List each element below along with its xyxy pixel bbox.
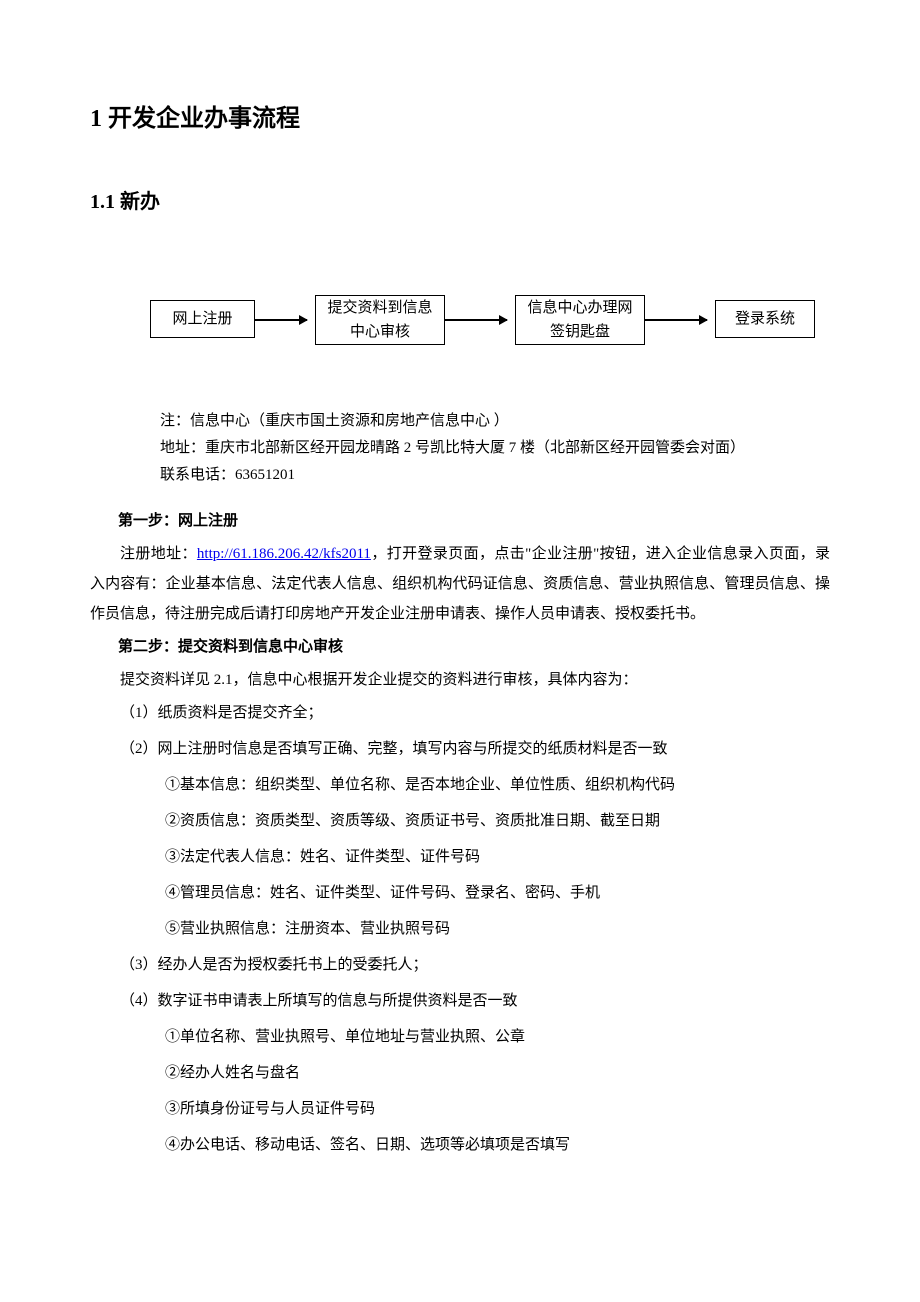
list-item: ②资质信息：资质类型、资质等级、资质证书号、资质批准日期、截至日期 (165, 803, 830, 839)
note-address: 地址：重庆市北部新区经开园龙晴路 2 号凯比特大厦 7 楼（北部新区经开园管委会… (160, 435, 830, 462)
list-item: （3）经办人是否为授权委托书上的受委托人； (120, 947, 830, 983)
flowchart: 网上注册 提交资料到信息中心审核 信息中心办理网签钥匙盘 登录系统 (130, 288, 830, 368)
list-item: （1）纸质资料是否提交齐全； (120, 695, 830, 731)
flow-arrow (645, 319, 707, 321)
registration-link[interactable]: http://61.186.206.42/kfs2011 (197, 546, 371, 562)
list-item: （4）数字证书申请表上所填写的信息与所提供资料是否一致 (120, 983, 830, 1019)
flow-arrow (445, 319, 507, 321)
flow-node-n2: 提交资料到信息中心审核 (315, 295, 445, 345)
list-item: ①基本信息：组织类型、单位名称、是否本地企业、单位性质、组织机构代码 (165, 767, 830, 803)
list-item: （2）网上注册时信息是否填写正确、完整，填写内容与所提交的纸质材料是否一致 (120, 731, 830, 767)
flow-node-n4: 登录系统 (715, 300, 815, 338)
list-item: ①单位名称、营业执照号、单位地址与营业执照、公章 (165, 1019, 830, 1055)
heading-1: 1 开发企业办事流程 (90, 100, 830, 138)
note-phone: 联系电话：63651201 (160, 462, 830, 489)
list-item: ③法定代表人信息：姓名、证件类型、证件号码 (165, 839, 830, 875)
heading-2: 1.1 新办 (90, 186, 830, 218)
list-item: ②经办人姓名与盘名 (165, 1055, 830, 1091)
step2-intro: 提交资料详见 2.1，信息中心根据开发企业提交的资料进行审核，具体内容为： (90, 665, 830, 695)
step1-heading: 第一步：网上注册 (118, 509, 830, 533)
list-item: ④管理员信息：姓名、证件类型、证件号码、登录名、密码、手机 (165, 875, 830, 911)
flow-node-n1: 网上注册 (150, 300, 255, 338)
step2-list: （1）纸质资料是否提交齐全；（2）网上注册时信息是否填写正确、完整，填写内容与所… (90, 695, 830, 1163)
list-item: ④办公电话、移动电话、签名、日期、选项等必填项是否填写 (165, 1127, 830, 1163)
flow-arrow (255, 319, 307, 321)
step1-pre-link: 注册地址： (120, 546, 197, 562)
flow-node-n3: 信息中心办理网签钥匙盘 (515, 295, 645, 345)
step2-heading: 第二步：提交资料到信息中心审核 (118, 635, 830, 659)
list-item: ③所填身份证号与人员证件号码 (165, 1091, 830, 1127)
step1-body: 注册地址：http://61.186.206.42/kfs2011，打开登录页面… (90, 539, 830, 629)
list-item: ⑤营业执照信息：注册资本、营业执照号码 (165, 911, 830, 947)
note-center: 注：信息中心（重庆市国土资源和房地产信息中心 ） (160, 408, 830, 435)
note-block: 注：信息中心（重庆市国土资源和房地产信息中心 ） 地址：重庆市北部新区经开园龙晴… (160, 408, 830, 489)
